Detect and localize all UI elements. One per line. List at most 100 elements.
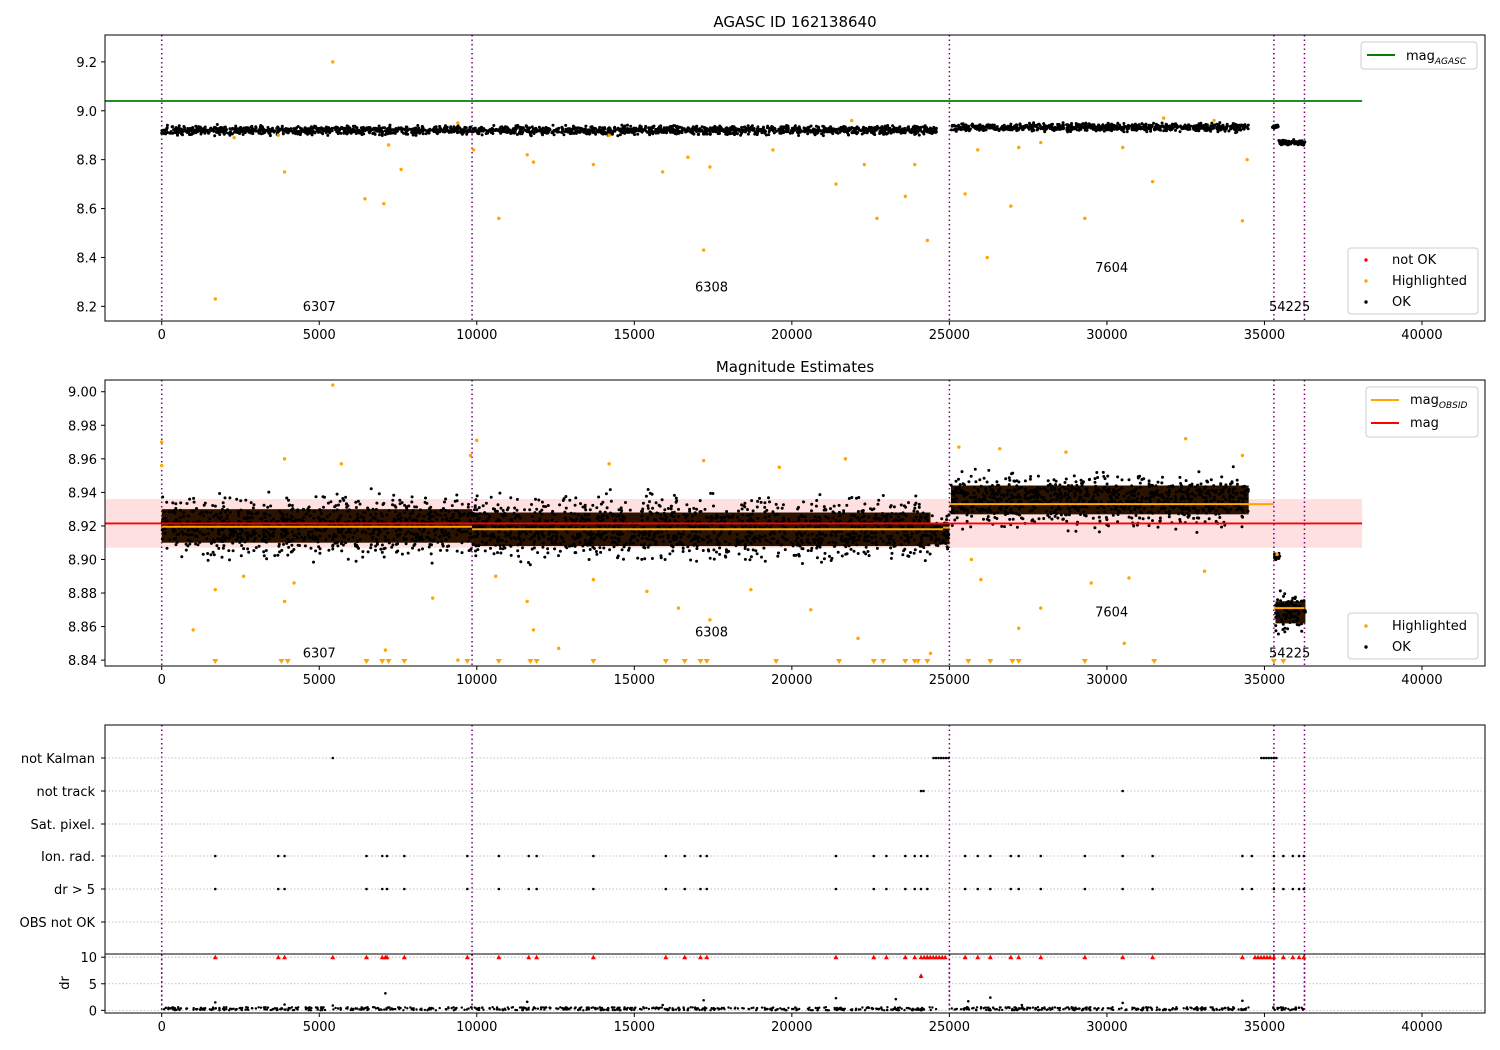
ok-point	[573, 519, 577, 523]
ok-point	[783, 537, 787, 541]
ok-point	[808, 129, 812, 133]
ok-point	[530, 525, 534, 529]
ok-point	[620, 509, 624, 513]
ok-point	[528, 508, 532, 512]
ok-point	[571, 519, 575, 523]
ok-point	[880, 130, 884, 134]
ok-point	[316, 537, 320, 541]
ok-point	[307, 530, 311, 534]
ok-point	[1066, 125, 1070, 129]
legend-upper: magAGASC	[1360, 41, 1478, 70]
ok-point	[1152, 121, 1156, 125]
ok-point	[613, 536, 617, 540]
ok-point	[354, 506, 358, 509]
ok-point	[480, 133, 484, 137]
ok-point	[1069, 130, 1072, 134]
ok-point	[568, 525, 572, 529]
ok-point	[211, 550, 215, 554]
ok-point	[209, 510, 213, 514]
ok-point	[913, 503, 917, 507]
ok-point	[463, 512, 467, 516]
ok-point	[368, 532, 372, 536]
ok-point	[271, 531, 275, 535]
ok-point	[537, 498, 541, 502]
ok-point	[725, 510, 729, 513]
ok-point	[834, 530, 838, 534]
ok-point	[606, 130, 610, 134]
ok-point	[362, 516, 366, 520]
ok-point	[339, 530, 343, 534]
ok-point	[237, 519, 241, 523]
ok-point	[768, 532, 772, 536]
ok-point	[831, 540, 835, 544]
ok-point	[830, 529, 834, 533]
ok-point	[287, 498, 290, 502]
ok-point	[641, 129, 645, 133]
ok-point	[1209, 124, 1213, 128]
ok-point	[163, 510, 166, 514]
ok-point	[1008, 128, 1012, 132]
ok-point	[617, 539, 621, 543]
highlighted-point	[862, 162, 867, 167]
ok-point	[1015, 124, 1019, 128]
ok-point	[1230, 124, 1234, 128]
ok-point	[318, 508, 322, 512]
ok-point	[1300, 140, 1304, 144]
ok-point	[366, 550, 370, 554]
ok-point	[906, 126, 910, 130]
ok-point	[347, 520, 351, 524]
ok-point	[617, 524, 621, 527]
ok-point	[888, 541, 892, 545]
ok-point	[217, 531, 220, 534]
ok-point	[506, 533, 510, 537]
ok-point	[436, 540, 440, 544]
ok-point	[438, 514, 442, 518]
ok-point	[932, 128, 936, 132]
ok-point	[585, 531, 589, 535]
ok-point	[298, 126, 302, 130]
ok-point	[415, 519, 419, 523]
ok-point	[797, 516, 801, 519]
ok-point	[564, 495, 568, 498]
ok-point	[541, 133, 544, 137]
ok-point	[756, 125, 760, 129]
ok-point	[588, 548, 592, 551]
ok-point	[528, 563, 532, 567]
ok-point	[740, 125, 744, 129]
ok-point	[406, 551, 410, 555]
ok-point	[923, 127, 927, 131]
ok-point	[168, 538, 172, 542]
ok-point	[764, 515, 767, 519]
ok-point	[890, 512, 894, 515]
ok-point	[263, 128, 267, 132]
ok-point	[886, 534, 890, 538]
ok-point	[362, 132, 366, 136]
ok-point	[421, 132, 425, 136]
ok-point	[1217, 126, 1220, 130]
ok-point	[852, 130, 856, 134]
highlighted-point	[382, 201, 386, 206]
ok-point	[354, 518, 358, 522]
ok-point	[750, 124, 754, 128]
ok-point	[376, 519, 380, 523]
ok-point	[1194, 127, 1198, 131]
ok-point	[800, 513, 803, 517]
ok-point	[897, 129, 901, 133]
ok-point	[852, 535, 856, 539]
ok-point	[352, 128, 356, 132]
ok-point	[952, 123, 956, 127]
ok-point	[591, 503, 595, 507]
ok-point	[457, 512, 461, 515]
ok-point	[540, 500, 544, 504]
ok-point	[711, 492, 715, 495]
ok-point	[681, 543, 685, 547]
ok-point	[466, 539, 470, 543]
ok-point	[660, 130, 664, 134]
ok-point	[513, 506, 517, 510]
ok-point	[627, 130, 631, 134]
ok-point	[431, 539, 435, 543]
ok-point	[743, 501, 747, 505]
ok-point	[720, 127, 724, 131]
ok-point	[746, 530, 750, 534]
ok-point	[682, 512, 686, 516]
